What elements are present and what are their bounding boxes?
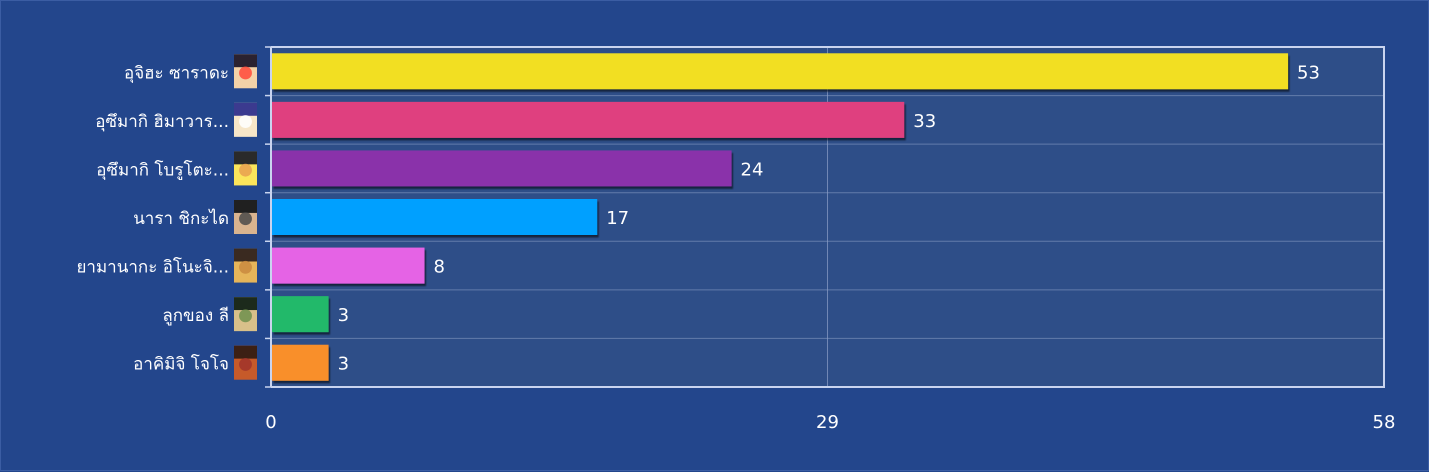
avatar-hair: [234, 345, 257, 359]
x-tick-label: 58: [1373, 412, 1396, 433]
avatar-hair: [234, 102, 257, 116]
category-label: นารา ชิกะได: [133, 208, 229, 229]
bar: [272, 296, 329, 333]
bar: [272, 150, 732, 187]
x-tick-label: 0: [265, 412, 276, 433]
plot-frame: [271, 46, 1385, 388]
bar: [272, 101, 905, 138]
bar: [272, 344, 329, 381]
avatar-hair: [234, 297, 257, 311]
avatar-face: [239, 212, 252, 226]
category-label: ลูกของ ลี: [162, 306, 229, 326]
avatar-hair: [234, 248, 257, 262]
bar: [272, 199, 598, 235]
bar: [272, 53, 1289, 90]
avatar-face: [239, 309, 252, 323]
avatar-icon: [234, 151, 257, 186]
avatar-face: [239, 357, 252, 371]
avatar-hair: [234, 200, 257, 213]
category-label: อาคิมิจิ โจโจ: [133, 354, 229, 375]
avatar-icon: [234, 102, 257, 137]
avatar-face: [239, 115, 252, 128]
avatar-icon: [234, 297, 257, 332]
avatar-face: [239, 163, 252, 177]
category-label: ยามานากะ อิโนะจิ...: [76, 257, 229, 278]
avatar-icon: [234, 200, 257, 234]
avatar-face: [239, 260, 252, 274]
category-label: อุซึมากิ ฮิมาวาร...: [95, 112, 229, 132]
avatar-face: [239, 66, 252, 80]
bar: [272, 247, 425, 284]
bar-value-label: 53: [1297, 62, 1320, 83]
avatar-icon: [234, 248, 257, 283]
avatar-icon: [234, 345, 257, 380]
avatar-hair: [234, 151, 257, 165]
bar-value-label: 17: [606, 208, 629, 229]
x-tick-label: 29: [816, 412, 839, 433]
bar-value-label: 3: [338, 305, 349, 326]
avatar-hair: [234, 54, 257, 68]
category-label: อุจิฮะ ซาราดะ: [124, 63, 229, 83]
category-label: อุซึมากิ โบรูโตะ...: [96, 159, 229, 180]
avatar-icon: [234, 54, 257, 89]
bar-value-label: 8: [434, 257, 445, 278]
bar-value-label: 24: [741, 159, 764, 180]
bar-value-label: 33: [913, 111, 936, 132]
bar-value-label: 3: [338, 354, 349, 375]
